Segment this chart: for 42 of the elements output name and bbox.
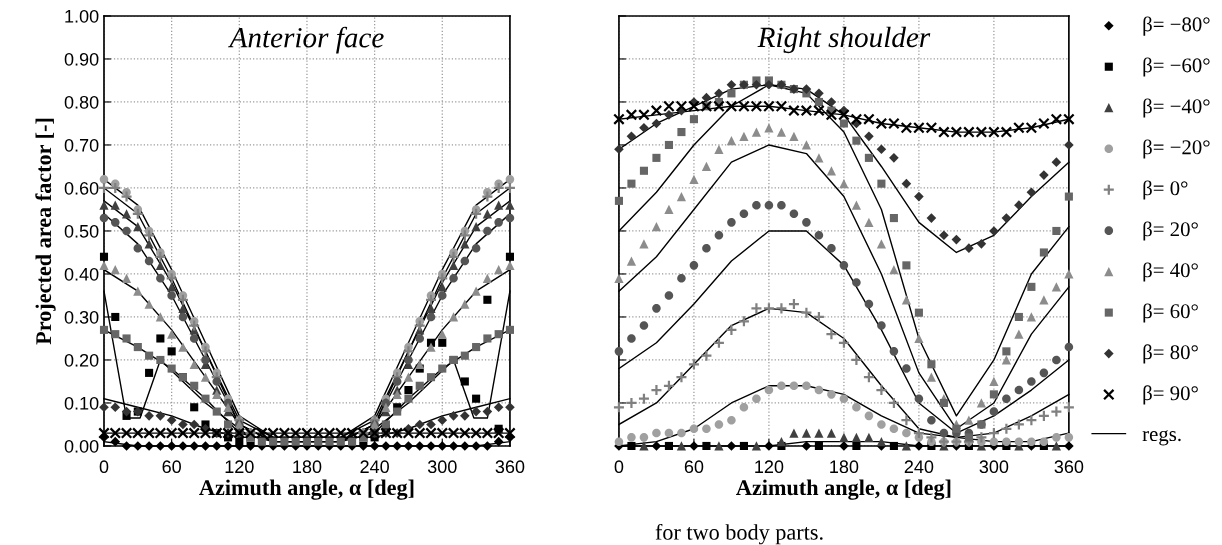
x-tick-label: 180 (293, 460, 322, 474)
y-tick-label: 0.40 (64, 267, 99, 281)
legend-label: β= 20° (1143, 221, 1198, 241)
x-tick-label: 360 (1054, 460, 1084, 474)
x-tick-label: 120 (225, 460, 254, 474)
y-tick-label: 0.10 (64, 396, 99, 410)
y-tick-label: 0.70 (64, 138, 99, 152)
y-axis-title: Projected area factor [-] (35, 118, 56, 345)
text: for two body parts. (655, 523, 823, 545)
x-tick-label: 240 (904, 460, 934, 474)
x-tick-label: 360 (495, 460, 525, 474)
y-tick-label: 1.00 (65, 9, 99, 23)
chart-title: Right shoulder (757, 26, 931, 54)
x-tick-label: 240 (360, 460, 389, 474)
y-tick-label: 0.50 (64, 224, 99, 238)
legend-label: β= −80° (1143, 16, 1210, 36)
x-tick-label: 180 (830, 460, 859, 474)
x-tick-label: 0 (614, 460, 624, 474)
legend-label: β= −20° (1143, 139, 1210, 159)
y-tick-label: 0.80 (64, 95, 99, 109)
legend-label: β= 0° (1143, 180, 1188, 200)
y-tick-label: 0.20 (64, 353, 99, 367)
legend-label: β= 90° (1143, 385, 1198, 405)
chart-title: Anterior face (228, 26, 384, 54)
y-tick-label: 0.00 (64, 439, 99, 453)
x-axis-title: Azimuth angle, α [deg] (736, 479, 951, 500)
x-tick-label: 300 (427, 460, 457, 474)
x-tick-label: 60 (162, 460, 181, 474)
y-tick-label: 0.30 (64, 310, 99, 324)
legend-label: β= −40° (1143, 98, 1210, 118)
x-tick-label: 60 (684, 460, 704, 474)
x-tick-label: 120 (755, 460, 784, 474)
legend-label: regs. (1142, 430, 1181, 446)
legend-label: β= 60° (1143, 303, 1198, 323)
x-tick-label: 300 (979, 460, 1009, 474)
y-tick-label: 0.60 (64, 181, 99, 195)
legend-label: β= −60° (1143, 57, 1210, 77)
legend-label: β= 80° (1143, 344, 1198, 364)
legend-label: β= 40° (1143, 262, 1198, 282)
x-tick-label: 0 (99, 460, 109, 474)
x-axis-title: Azimuth angle, α [deg] (199, 479, 414, 500)
y-tick-label: 0.90 (64, 52, 99, 66)
